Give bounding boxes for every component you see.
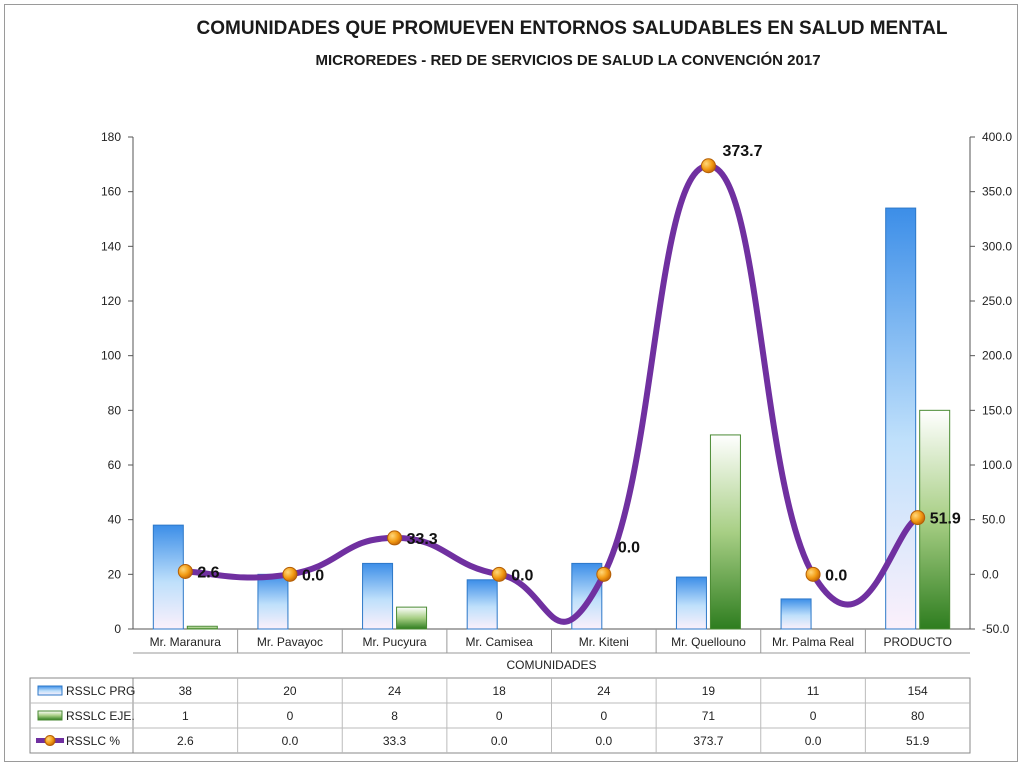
- y2-tick-label: 250.0: [982, 294, 1012, 308]
- y2-tick-label: 300.0: [982, 239, 1012, 253]
- table-cell: 2.6: [177, 734, 194, 748]
- table-cell: 8: [391, 709, 398, 723]
- table-cell: 24: [597, 684, 611, 698]
- legend-key-rsslc-prg: [37, 685, 63, 696]
- table-cell: 0: [287, 709, 294, 723]
- table-cell: 19: [702, 684, 716, 698]
- category-label: Mr. Maranura: [150, 635, 222, 649]
- legend-key-rsslc-pct-marker: [44, 735, 56, 746]
- y2-tick-label: 0.0: [982, 567, 999, 581]
- line-marker: [910, 510, 926, 526]
- line-marker: [177, 563, 193, 579]
- table-cell: 38: [179, 684, 193, 698]
- table-row-label: RSSLC PRG: [66, 684, 135, 698]
- table-cell: 373.7: [693, 734, 723, 748]
- line-marker: [700, 158, 716, 174]
- table-cell: 0.0: [491, 734, 508, 748]
- y-tick-label: 120: [101, 294, 121, 308]
- data-label: 373.7: [722, 143, 762, 160]
- bar-rsslc-prg: [780, 598, 812, 630]
- y-tick-label: 100: [101, 349, 121, 363]
- y-tick-label: 40: [108, 513, 122, 527]
- y-tick-label: 180: [101, 130, 121, 144]
- table-cell: 11: [807, 684, 820, 698]
- y-tick-label: 60: [108, 458, 122, 472]
- category-label: Mr. Kiteni: [579, 635, 629, 649]
- table-cell: 20: [283, 684, 297, 698]
- data-labels-layer: 2.6 0.0 33.3 0.0 0.0 373.7 0.0 51.9: [197, 143, 961, 585]
- data-label: 0.0: [618, 539, 640, 556]
- category-label: Mr. Pucyura: [363, 635, 427, 649]
- y2-tick-label: 350.0: [982, 185, 1012, 199]
- line-marker: [596, 566, 612, 582]
- table-cell: 0.0: [595, 734, 612, 748]
- table-cell: 24: [388, 684, 402, 698]
- table-cell: 71: [702, 709, 716, 723]
- y2-tick-label: 200.0: [982, 349, 1012, 363]
- line-marker: [387, 530, 403, 546]
- line-marker: [282, 566, 298, 582]
- y-tick-label: 160: [101, 185, 121, 199]
- bar-rsslc-prg: [885, 207, 917, 630]
- category-label: Mr. Camisea: [466, 635, 534, 649]
- axes-layer: 0 20 40 60 80 100 120 140 160 180 -50.0 0.0 50.0 100.…: [101, 130, 1012, 672]
- table-cell: 0: [810, 709, 817, 723]
- data-label: 51.9: [930, 511, 961, 528]
- y2-tick-label: 400.0: [982, 130, 1012, 144]
- category-label: PRODUCTO: [883, 635, 951, 649]
- table-cell: 1: [182, 709, 189, 723]
- bar-rsslc-eje: [709, 434, 741, 630]
- chart-subtitle: MICROREDES - RED DE SERVICIOS DE SALUD L…: [315, 52, 821, 69]
- y2-tick-label: -50.0: [982, 622, 1010, 636]
- bar-rsslc-prg: [362, 562, 394, 630]
- bar-rsslc-prg: [152, 524, 184, 630]
- table-cell: 80: [911, 709, 925, 723]
- y-tick-label: 140: [101, 239, 121, 253]
- bars-layer: [152, 207, 951, 630]
- y2-tick-label: 100.0: [982, 458, 1012, 472]
- category-label: Mr. Quellouno: [671, 635, 746, 649]
- bar-rsslc-eje: [396, 606, 428, 630]
- legend-key-rsslc-eje: [37, 710, 63, 721]
- y2-tick-label: 150.0: [982, 403, 1012, 417]
- line-marker: [491, 566, 507, 582]
- table-cell: 33.3: [383, 734, 407, 748]
- bar-rsslc-prg: [675, 576, 707, 630]
- data-label: 0.0: [511, 567, 533, 584]
- data-label: 0.0: [302, 567, 324, 584]
- table-cell: 0.0: [282, 734, 299, 748]
- table-cell: 18: [493, 684, 507, 698]
- table-cell: 0: [600, 709, 607, 723]
- chart-frame: [4, 4, 1018, 762]
- data-label: 2.6: [197, 564, 219, 581]
- category-label: Mr. Palma Real: [772, 635, 854, 649]
- table-cell: 0: [496, 709, 503, 723]
- category-label: Mr. Pavayoc: [257, 635, 323, 649]
- y2-tick-label: 50.0: [982, 513, 1006, 527]
- chart-title: COMUNIDADES QUE PROMUEVEN ENTORNOS SALUD…: [196, 18, 948, 39]
- table-cell: 154: [908, 684, 928, 698]
- table-cell: 51.9: [906, 734, 930, 748]
- data-table-border: [29, 677, 971, 754]
- y-tick-label: 80: [108, 403, 122, 417]
- line-layer: [177, 158, 926, 625]
- bar-rsslc-prg: [257, 573, 289, 630]
- line-marker: [805, 566, 821, 582]
- y-tick-label: 0: [114, 622, 121, 636]
- data-label: 0.0: [825, 567, 847, 584]
- bar-rsslc-eje: [186, 625, 218, 630]
- y-tick-label: 20: [108, 567, 122, 581]
- table-row-label: RSSLC EJE.: [66, 709, 135, 723]
- series-line-rsslc-pct: [185, 162, 920, 625]
- bar-rsslc-prg: [466, 579, 498, 630]
- data-label: 33.3: [407, 531, 438, 548]
- table-cell: 0.0: [805, 734, 822, 748]
- x-axis-title: COMUNIDADES: [506, 658, 596, 672]
- table-row-label: RSSLC %: [66, 734, 120, 748]
